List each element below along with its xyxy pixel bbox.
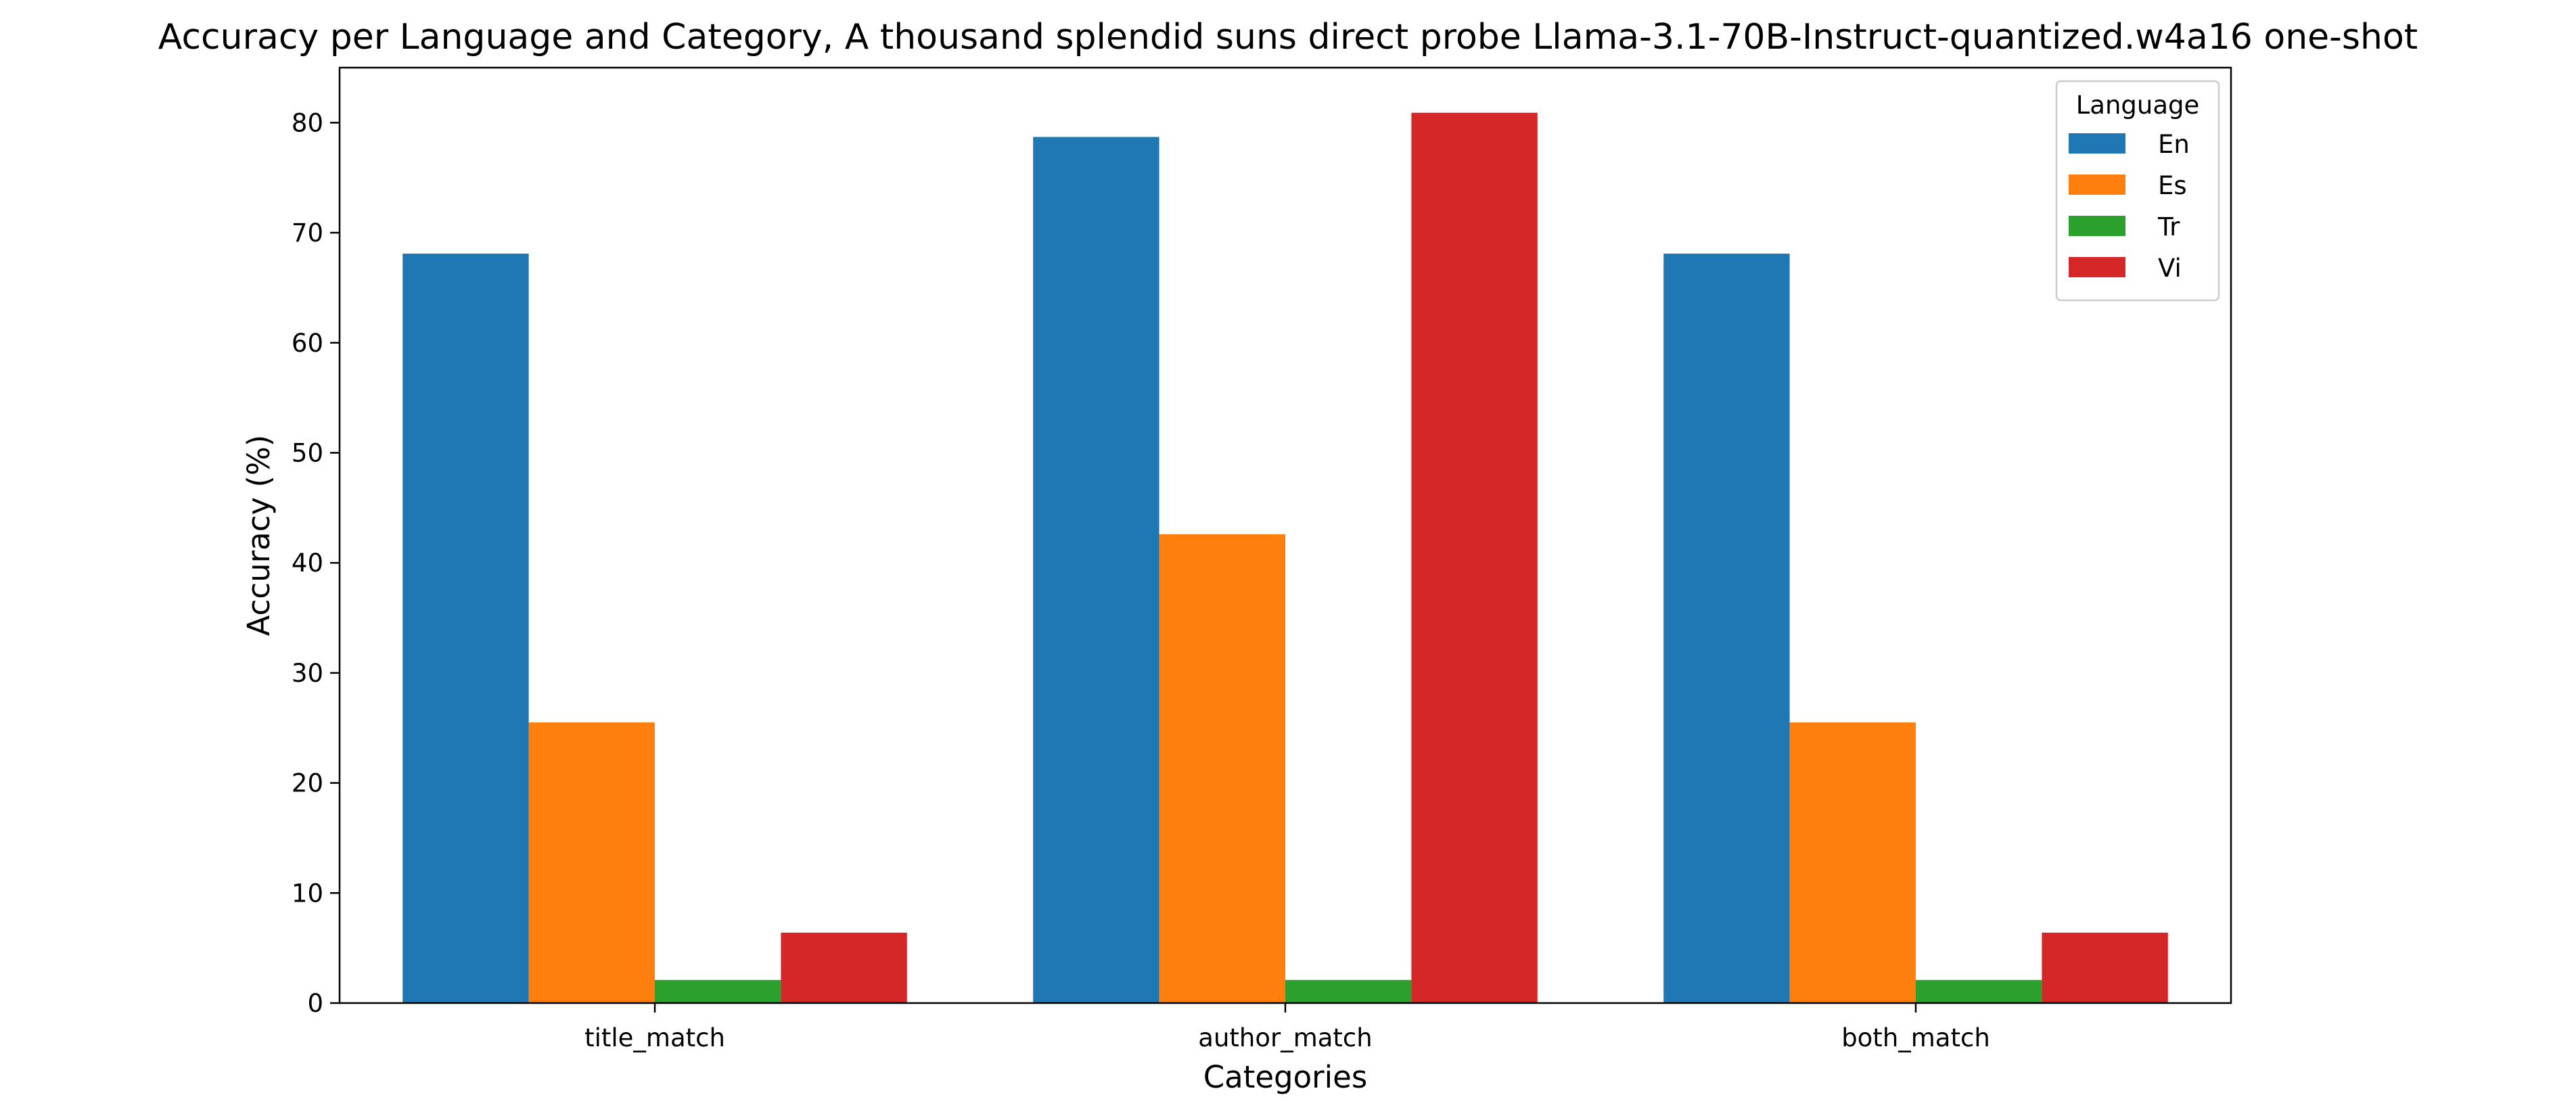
- legend-label-vi: Vi: [2158, 254, 2182, 283]
- x-tick-label-title_match: title_match: [584, 1023, 725, 1052]
- legend-items: En Es Tr Vi: [2069, 130, 2190, 283]
- legend-label-es: Es: [2158, 171, 2187, 200]
- x-tick-label-both_match: both_match: [1841, 1023, 1990, 1052]
- y-axis-label: Accuracy (%): [241, 435, 277, 636]
- plot-frame: [338, 66, 2232, 1004]
- legend-title: Language: [2076, 91, 2200, 120]
- chart-title: Accuracy per Language and Category, A th…: [158, 17, 2418, 57]
- legend-swatch-en: [2069, 133, 2125, 154]
- x-tick-label-author_match: author_match: [1198, 1023, 1372, 1052]
- bar-vi-both_match: [2042, 932, 2168, 1003]
- y-tick-label: 30: [292, 659, 323, 688]
- x-axis: title_match author_match both_match: [584, 1003, 1990, 1052]
- bar-tr-both_match: [1916, 979, 2042, 1003]
- y-tick-label: 20: [292, 769, 323, 798]
- bar-vi-title_match: [781, 932, 907, 1003]
- bar-tr-title_match: [655, 979, 781, 1003]
- bar-vi-author_match: [1411, 112, 1538, 1003]
- bar-es-title_match: [528, 722, 655, 1003]
- bar-tr-author_match: [1285, 979, 1412, 1003]
- y-tick-label: 0: [307, 989, 323, 1018]
- y-tick-label: 80: [292, 108, 323, 137]
- y-tick-label: 40: [292, 549, 323, 578]
- legend-label-tr: Tr: [2157, 212, 2180, 241]
- bar-en-both_match: [1663, 253, 1790, 1004]
- y-tick-label: 50: [292, 438, 323, 467]
- x-axis-label: Categories: [1203, 1059, 1368, 1095]
- legend-label-en: En: [2158, 130, 2190, 159]
- legend-swatch-tr: [2069, 216, 2125, 236]
- legend-swatch-vi: [2069, 257, 2125, 277]
- y-axis: 0 10 20 30 40 50 60 70 80: [292, 108, 340, 1018]
- y-tick-label: 10: [292, 879, 323, 908]
- legend: Language En Es Tr Vi: [2055, 80, 2220, 302]
- y-tick-label: 70: [292, 218, 323, 248]
- plot-bars: [402, 112, 2168, 1004]
- y-tick-label: 60: [292, 329, 323, 358]
- bar-en-title_match: [402, 253, 529, 1004]
- legend-swatch-es: [2069, 175, 2125, 195]
- bar-en-author_match: [1033, 137, 1159, 1004]
- bar-es-both_match: [1789, 722, 1916, 1003]
- bar-es-author_match: [1159, 534, 1285, 1003]
